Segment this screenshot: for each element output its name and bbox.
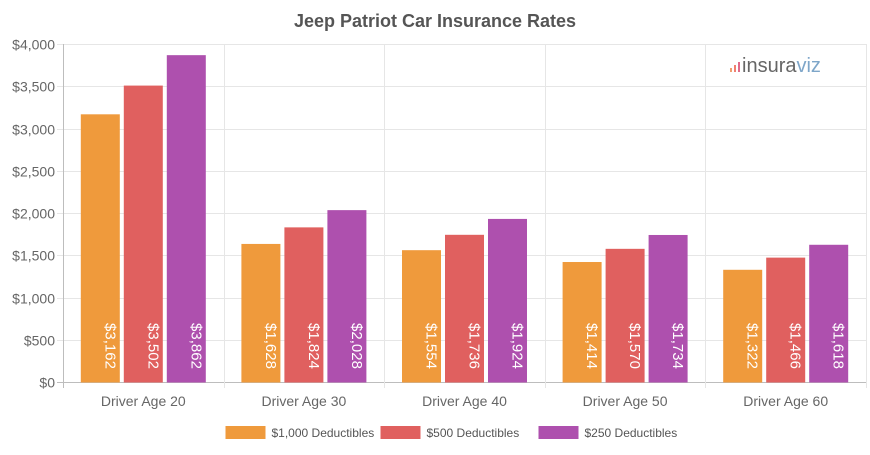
bar[interactable] [445, 234, 484, 383]
y-tick-label: $4,000 [12, 37, 55, 53]
y-axis: $0 $500 $1,000 $1,500 $2,000 $2,500 $3,000 $3,5… [12, 37, 55, 391]
bar-value-label: $1,824 [305, 323, 322, 369]
bar[interactable] [80, 114, 120, 383]
y-tick-label: $0 [39, 375, 55, 391]
y-tick-label: $3,000 [12, 122, 55, 138]
y-tick-label: $500 [24, 333, 55, 349]
x-tick-label: Driver Age 20 [101, 393, 186, 409]
bar-value-label: $1,736 [466, 323, 483, 369]
legend-label[interactable]: $1,000 Deductibles [272, 426, 375, 440]
bar-value-label: $1,414 [583, 323, 600, 369]
bar[interactable] [766, 257, 806, 383]
watermark-logo: insuraviz [730, 55, 821, 77]
bar-value-label: $1,734 [669, 323, 686, 369]
bar[interactable] [809, 244, 849, 383]
bar-value-label: $1,924 [509, 323, 526, 369]
bar-value-label: $3,162 [101, 323, 118, 369]
bar[interactable] [605, 248, 645, 383]
watermark-text-right: viz [796, 55, 820, 77]
x-axis: Driver Age 20 Driver Age 30 Driver Age 40 D… [101, 393, 828, 409]
bar-value-label: $3,502 [144, 323, 161, 369]
bar[interactable] [648, 234, 688, 383]
bar-value-label: $1,618 [830, 323, 847, 369]
watermark-text: insuraviz [742, 55, 821, 77]
bar[interactable] [284, 227, 324, 383]
bar-value-label: $3,862 [187, 323, 204, 369]
y-tick-label: $3,500 [12, 79, 55, 95]
bars [80, 55, 849, 383]
bar-value-label: $1,466 [787, 323, 804, 369]
legend-swatch [538, 426, 579, 439]
chart-title: Jeep Patriot Car Insurance Rates [294, 11, 576, 31]
bar[interactable] [723, 269, 763, 383]
bar-value-label: $1,322 [744, 323, 761, 369]
bar[interactable] [402, 250, 441, 383]
bar-value-label: $1,554 [423, 323, 440, 369]
y-tick-label: $2,000 [12, 206, 55, 222]
x-tick-label: Driver Age 30 [261, 393, 346, 409]
bar[interactable] [562, 262, 602, 383]
bar-labels: $3,162 $3,502 $3,862 $1,628 $1,824 $2,028 $1,5… [100, 322, 848, 371]
bar[interactable] [123, 85, 163, 383]
bar[interactable] [327, 210, 367, 383]
legend-label[interactable]: $250 Deductibles [585, 426, 678, 440]
legend-swatch [225, 426, 266, 439]
bar[interactable] [241, 243, 281, 383]
bar-value-label: $2,028 [348, 323, 365, 369]
bar-chart-icon [730, 62, 740, 72]
y-tick-label: $1,500 [12, 248, 55, 264]
bar-value-label: $1,628 [262, 323, 279, 369]
legend-swatch [380, 426, 421, 439]
x-tick-label: Driver Age 60 [743, 393, 828, 409]
x-tick-label: Driver Age 50 [583, 393, 668, 409]
legend-label[interactable]: $500 Deductibles [427, 426, 520, 440]
x-tick-label: Driver Age 40 [422, 393, 507, 409]
bar-value-label: $1,570 [626, 323, 643, 369]
bar[interactable] [166, 55, 206, 383]
bar[interactable] [488, 218, 527, 383]
y-tick-label: $2,500 [12, 164, 55, 180]
watermark-text-left: insura [742, 55, 797, 77]
y-tick-label: $1,000 [12, 291, 55, 307]
legend: $1,000 Deductibles $500 Deductibles $250 D… [225, 426, 678, 440]
